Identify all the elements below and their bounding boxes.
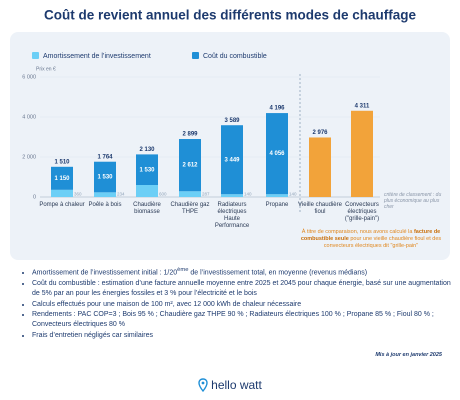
chart: Coût de revient annuel des différents mo… xyxy=(22,8,417,212)
x-tick-label: Propane xyxy=(265,202,289,208)
brand: hello watt xyxy=(0,378,460,393)
legend-label: Amortissement de l’investissement xyxy=(43,53,151,60)
segment-label: 234 xyxy=(117,192,125,197)
bullet-text: de l’investissement total, en moyenne (r… xyxy=(188,269,368,277)
x-tick-label: Vieille chaudière fioul xyxy=(298,202,342,215)
bar-segment xyxy=(221,125,243,195)
bullet-item: Frais d’entretien négligés car similaire… xyxy=(32,331,452,340)
legend-swatch xyxy=(32,52,39,59)
bullet-text: Amortissement de l’investissement initia… xyxy=(32,269,178,277)
bullet-text: Frais d’entretien négligés car similaire… xyxy=(32,331,153,339)
brand-name: hello watt xyxy=(211,378,262,392)
segment-label: 1 530 xyxy=(97,175,113,181)
chart-title: Coût de revient annuel des différents mo… xyxy=(44,8,417,23)
segment-label: 360 xyxy=(74,192,82,197)
total-label: 1 764 xyxy=(97,154,113,160)
bullet-text: Rendements : PAC COP=3 ; Bois 95 % ; Cha… xyxy=(32,311,434,328)
segment-label: 140 xyxy=(289,192,297,197)
x-tick-label: Chaudière biomasse xyxy=(133,202,161,215)
total-label: 4 196 xyxy=(269,106,285,112)
y-axis-label: Prix en € xyxy=(36,66,56,72)
segment-label: 600 xyxy=(159,192,167,197)
bar-segment xyxy=(179,191,201,197)
bullet-item: Amortissement de l’investissement initia… xyxy=(32,266,452,278)
segment-label: 3 449 xyxy=(224,157,240,163)
segment-label: 287 xyxy=(202,192,210,197)
total-label: 2 130 xyxy=(139,147,155,153)
x-tick-label: Poêle à bois xyxy=(88,202,122,208)
note-emphasis: facture de combustible seule xyxy=(300,229,441,242)
bar xyxy=(309,137,331,197)
total-label: 2 976 xyxy=(312,130,328,136)
bar-segment xyxy=(221,194,243,197)
x-tick-label: Radiateurs électriques Haute Performance xyxy=(214,202,250,229)
x-tick-label: Chaudière gaz THPE xyxy=(170,202,210,215)
bar-segment xyxy=(51,189,73,197)
bar-segment xyxy=(136,154,158,185)
bullet-text: Coût du combustible : estimation d’une f… xyxy=(32,280,451,297)
legend-swatch xyxy=(192,52,199,59)
total-label: 1 510 xyxy=(54,159,70,165)
total-label: 3 589 xyxy=(224,118,240,124)
bar-segment xyxy=(94,161,116,193)
bar-segment xyxy=(266,113,288,195)
y-tick-label: 6 000 xyxy=(22,74,36,80)
total-label: 4 311 xyxy=(355,103,370,109)
bullet-item: Coût du combustible : estimation d’une f… xyxy=(32,279,452,298)
total-label: 2 899 xyxy=(182,132,198,138)
y-tick-label: 4 000 xyxy=(22,114,36,120)
bullet-superscript: ème xyxy=(177,267,189,273)
comparison-note: À titre de comparaison, nous avons calcu… xyxy=(298,229,444,250)
x-tick-label: Pompe à chaleur xyxy=(39,202,85,208)
segment-label: 4 056 xyxy=(269,151,285,157)
bullet-item: Calculs effectués pour une maison de 100… xyxy=(32,300,452,309)
segment-label: 2 612 xyxy=(182,163,198,169)
note-text: À titre de comparaison, nous avons calcu… xyxy=(301,229,414,235)
y-tick-label: 0 xyxy=(33,194,36,200)
bullet-text: Calculs effectués pour une maison de 100… xyxy=(32,300,302,308)
y-tick-label: 2 000 xyxy=(22,154,36,160)
note-text: pour une vieille chaudière fioul et des … xyxy=(323,236,442,249)
bullet-list: Amortissement de l’investissement initia… xyxy=(22,266,452,342)
segment-label: 1 150 xyxy=(54,176,70,182)
bar-segment xyxy=(94,192,116,197)
bar-segment xyxy=(136,185,158,197)
x-tick-label: Convecteurs électriques ("grille-pain") xyxy=(344,202,380,222)
ranking-note: critère de classement : du plus économiq… xyxy=(384,192,442,210)
bullet-item: Rendements : PAC COP=3 ; Bois 95 % ; Cha… xyxy=(32,310,452,329)
bar xyxy=(351,110,373,197)
legend-label: Coût du combustible xyxy=(203,53,267,60)
segment-label: 1 530 xyxy=(139,167,155,173)
bar-segment xyxy=(179,139,201,192)
bar-segment xyxy=(51,166,73,190)
brand-icon xyxy=(198,378,208,393)
bar-segment xyxy=(266,194,288,197)
update-note: Mis à jour en janvier 2025 xyxy=(375,352,442,358)
segment-label: 140 xyxy=(244,192,252,197)
